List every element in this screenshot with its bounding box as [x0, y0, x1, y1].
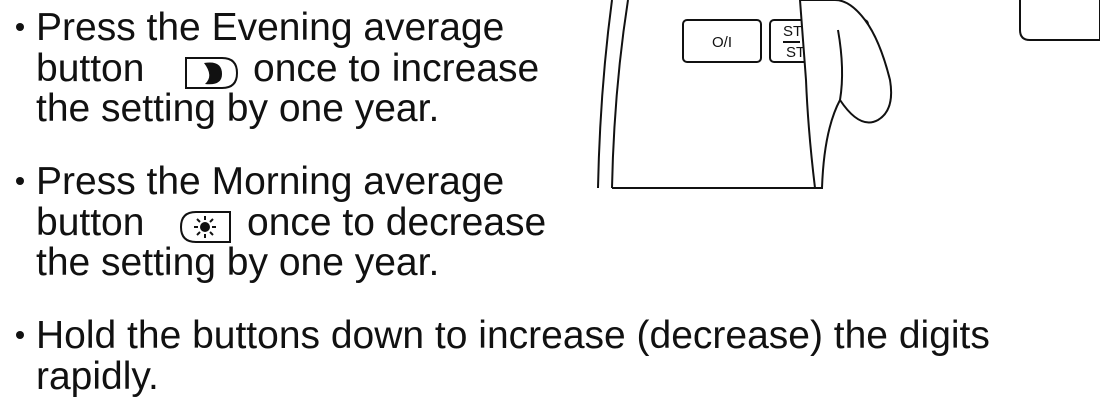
finger — [798, 0, 893, 189]
evening-icon — [185, 57, 239, 89]
device-illustration: O/I ST ST — [597, 0, 1100, 189]
text-line: once to increase — [253, 47, 539, 90]
bullet — [16, 23, 24, 31]
text-line: Press the Evening average — [36, 6, 504, 49]
text-line: rapidly. — [36, 355, 159, 398]
text-line: Hold the buttons down to increase (decre… — [36, 314, 990, 357]
outline — [597, 0, 613, 189]
button-label: ST — [783, 23, 802, 40]
bullet — [16, 331, 24, 339]
text-line: button — [36, 47, 144, 90]
bullet — [16, 177, 24, 185]
outline — [611, 0, 629, 189]
text-line: button — [36, 201, 144, 244]
text-line: once to decrease — [247, 201, 546, 244]
morning-icon — [179, 211, 231, 243]
text-line: the setting by one year. — [36, 241, 439, 284]
finger-line — [837, 29, 844, 101]
text-line: the setting by one year. — [36, 87, 439, 130]
button-label: O/I — [712, 34, 732, 51]
button-label: ST — [786, 44, 805, 61]
text-line: Press the Morning average — [36, 160, 504, 203]
power-button — [682, 19, 762, 63]
display — [1019, 0, 1100, 41]
